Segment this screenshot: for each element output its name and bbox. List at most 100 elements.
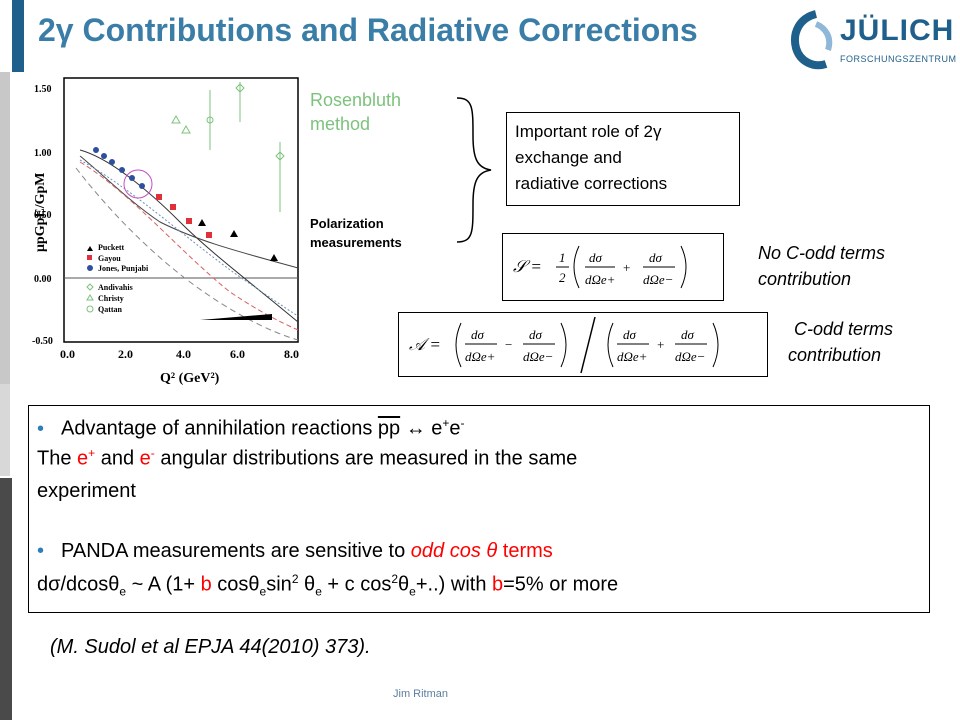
y-tick-label: 1.50 bbox=[34, 84, 52, 95]
formula-frac: 2 bbox=[559, 270, 566, 285]
sidebar-accent-bar bbox=[12, 0, 24, 72]
paren-right bbox=[712, 322, 719, 368]
data-point bbox=[170, 204, 176, 210]
julich-logo: JÜLICH FORSCHUNGSZENTRUM bbox=[786, 8, 956, 70]
reference-citation: (M. Sudol et al EPJA 44(2010) 373). bbox=[50, 636, 371, 658]
rosenbluth-line: method bbox=[310, 114, 371, 134]
x-tick-label: 2.0 bbox=[118, 347, 133, 361]
superscript: + bbox=[88, 446, 96, 460]
b-coefficient: b bbox=[200, 573, 212, 596]
y-axis-label: μpGpE/GpM bbox=[33, 172, 48, 252]
text-span: θ bbox=[298, 573, 316, 596]
b-coefficient: b bbox=[492, 573, 504, 596]
text-span: sin bbox=[266, 573, 292, 596]
note-line: contribution bbox=[788, 345, 882, 365]
text-span: cosθ bbox=[211, 573, 260, 596]
reaction-pp: pp bbox=[377, 417, 401, 440]
data-point bbox=[139, 183, 145, 189]
theory-curve-blue bbox=[79, 159, 299, 317]
sidebar-dark-bar bbox=[0, 478, 12, 720]
legend-marker bbox=[86, 305, 94, 313]
highlight-circle bbox=[123, 169, 153, 199]
experiment-line: experiment bbox=[37, 480, 136, 502]
panda-line: • PANDA measurements are sensitive to odd… bbox=[37, 540, 553, 563]
form-factor-plot: 1.50 1.00 0.50 0.00 -0.50 0.0 2.0 4.0 6.… bbox=[32, 77, 299, 386]
legend-entry: Andivahis bbox=[98, 283, 133, 292]
subscript: e bbox=[315, 584, 322, 599]
main-text-box: • Advantage of annihilation reactions pp … bbox=[28, 405, 930, 613]
data-point bbox=[235, 83, 245, 93]
julich-logo-mark-icon bbox=[791, 10, 833, 70]
asymmetry-formula: 𝒜 = dσ dΩe+ − dσ dΩe− dσ dΩe+ + dσ dΩe− bbox=[409, 316, 719, 374]
formula-frac: dΩe− bbox=[523, 349, 553, 364]
data-point bbox=[156, 194, 162, 200]
superscript: - bbox=[460, 416, 465, 430]
text-span: =5% or more bbox=[503, 573, 619, 596]
data-point bbox=[101, 153, 107, 159]
y-tick-label: -0.50 bbox=[32, 336, 53, 347]
x-tick-label: 0.0 bbox=[60, 347, 75, 361]
slide-title: 2γ Contributions and Radiative Correctio… bbox=[38, 12, 698, 48]
data-point bbox=[93, 147, 99, 153]
text-span: and bbox=[95, 447, 140, 470]
formula-frac: dσ bbox=[649, 250, 663, 265]
formula-frac: 1 bbox=[559, 250, 566, 265]
formula-frac: dσ bbox=[529, 327, 543, 342]
puckett-points bbox=[198, 219, 278, 261]
data-point bbox=[171, 114, 181, 124]
data-point bbox=[181, 124, 191, 134]
formula-frac: dσ bbox=[471, 327, 485, 342]
gayou-points bbox=[156, 194, 212, 238]
formula-frac: dσ bbox=[623, 327, 637, 342]
positron-label: e bbox=[77, 447, 89, 470]
subscript: e bbox=[259, 584, 267, 599]
important-role-box: Important role of 2γ exchange and radiat… bbox=[506, 112, 740, 206]
note-line: contribution bbox=[758, 269, 852, 289]
jones-punjabi-points bbox=[93, 147, 145, 189]
subscript: e bbox=[119, 584, 127, 599]
bullet-icon: • bbox=[37, 540, 45, 562]
superscript: + bbox=[442, 416, 450, 430]
formula-symbol: 𝒮 = bbox=[513, 257, 542, 276]
formula-op: + bbox=[657, 337, 664, 352]
data-point bbox=[275, 151, 285, 161]
legend-entry: Gayou bbox=[98, 254, 121, 263]
projected-error-band bbox=[200, 314, 272, 320]
text-span: θ bbox=[398, 573, 410, 596]
superscript: - bbox=[150, 446, 155, 460]
legend-entry: Qattan bbox=[98, 305, 123, 314]
text-span: The bbox=[37, 447, 78, 470]
note-line: C-odd terms bbox=[794, 319, 894, 339]
reaction-arrow: ↔ e bbox=[400, 417, 443, 440]
odd-cos-term: odd cos θ bbox=[410, 540, 498, 562]
rosenbluth-points bbox=[171, 82, 285, 212]
data-point bbox=[129, 175, 135, 181]
formula-frac: dσ bbox=[681, 327, 695, 342]
formula-frac: dσ bbox=[589, 250, 603, 265]
y-tick-label: 0.50 bbox=[34, 210, 52, 221]
plot-legend: Puckett Gayou Jones, Punjabi Andivahis C… bbox=[86, 243, 149, 314]
legend-marker bbox=[86, 283, 94, 291]
advantage-line: • Advantage of annihilation reactions pp … bbox=[37, 416, 465, 441]
paren-left bbox=[455, 322, 462, 368]
text-span: ~ A (1+ bbox=[126, 573, 201, 596]
formula-frac: dΩe− bbox=[643, 272, 673, 287]
text-span: +..) with bbox=[415, 573, 492, 596]
text-span: PANDA measurements are sensitive to bbox=[61, 540, 411, 562]
formula-op: + bbox=[623, 260, 630, 275]
data-point bbox=[198, 219, 206, 226]
terms-label: terms bbox=[497, 540, 553, 562]
x-tick-label: 8.0 bbox=[284, 347, 299, 361]
formula-frac: dΩe+ bbox=[617, 349, 647, 364]
legend-marker bbox=[87, 265, 93, 271]
superscript: 2 bbox=[391, 572, 399, 586]
x-axis-label: Q² (GeV²) bbox=[160, 371, 220, 386]
important-line: radiative corrections bbox=[515, 174, 668, 193]
sidebar-gray-bar bbox=[0, 72, 10, 384]
data-point bbox=[109, 159, 115, 165]
theory-curve-red bbox=[79, 161, 299, 331]
bullet-icon: • bbox=[37, 417, 45, 440]
data-point bbox=[206, 116, 214, 124]
symmetric-formula: 𝒮 = 1 2 dσ dΩe+ + dσ dΩe− bbox=[513, 245, 687, 289]
important-line: Important role of 2γ bbox=[515, 122, 662, 141]
